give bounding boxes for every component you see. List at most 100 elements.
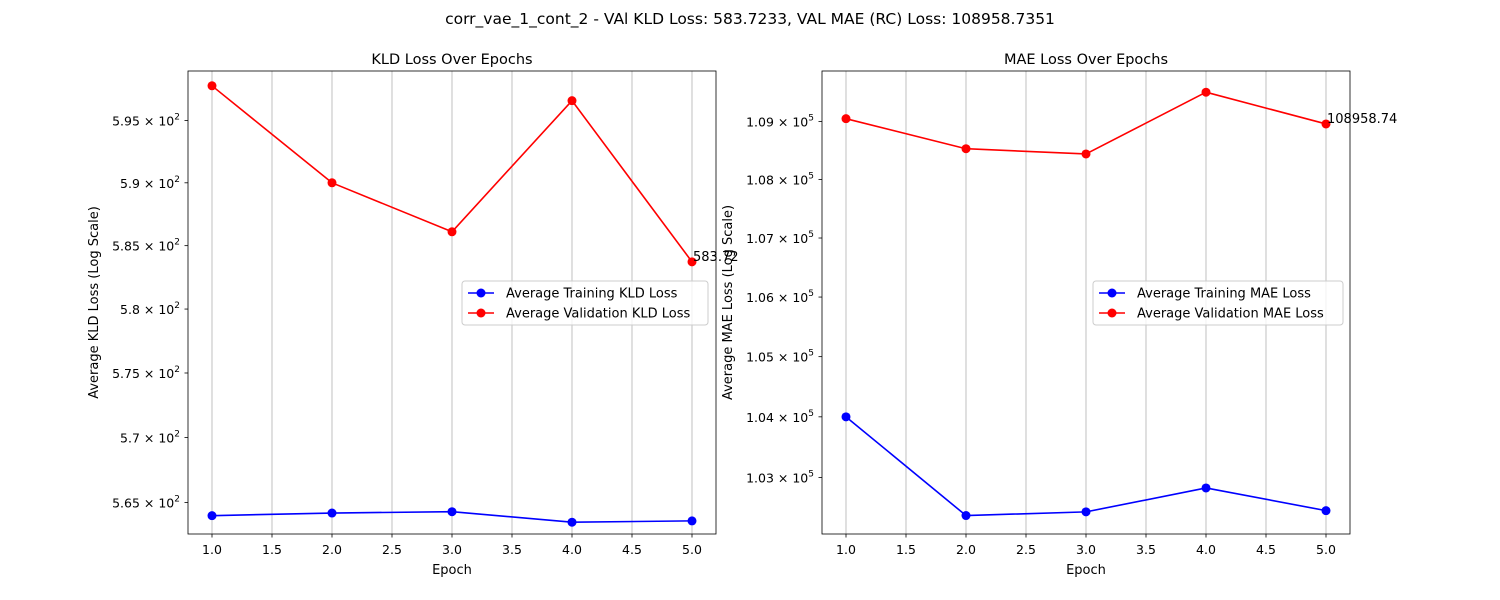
mae-y-tick-times: × 10 [774,410,808,425]
kld-legend-box [461,280,709,326]
mae-y-tick-times: × 10 [774,115,808,130]
mae-chart-title: MAE Loss Over Epochs [1004,52,1168,68]
mae-y-tick-exponent: 5 [808,172,814,182]
mae-training-point [841,412,851,422]
kld-y-tick-times: × 10 [140,239,174,254]
kld-chart-title: KLD Loss Over Epochs [371,52,532,68]
mae-y-tick-label: 1.09 × 105 [746,114,814,130]
mae-x-tick-label: 1.5 [896,542,916,557]
mae-validation-point [961,144,971,154]
kld-x-tick-label: 5.0 [682,542,702,557]
kld-validation-point [207,81,217,91]
kld-x-tick-label: 1.5 [262,542,282,557]
kld-y-tick-exponent: 2 [174,175,180,185]
mae-y-tick-exponent: 5 [808,409,814,419]
mae-legend-training-marker [1107,288,1117,298]
kld-y-axis-label: Average KLD Loss (Log Scale) [87,206,102,399]
mae-y-tick-mantissa: 1.06 [746,290,774,305]
mae-x-axis-label: Epoch [1066,563,1106,578]
kld-training-point [447,507,457,517]
mae-x-tick-label: 5.0 [1316,542,1336,557]
mae-y-tick-label: 1.04 × 105 [746,409,814,425]
mae-x-tick-label: 1.0 [836,542,856,557]
mae-legend-box [1092,280,1344,326]
mae-validation-point [1081,149,1091,159]
kld-y-tick-exponent: 2 [174,429,180,439]
mae-y-tick-times: × 10 [774,350,808,365]
kld-y-tick-times: × 10 [140,496,174,511]
mae-y-tick-times: × 10 [774,290,808,305]
mae-y-tick-label: 1.05 × 105 [746,349,814,365]
mae-y-tick-mantissa: 1.09 [746,115,774,130]
kld-y-tick-times: × 10 [140,176,174,191]
kld-x-tick-label: 4.5 [622,542,642,557]
kld-validation-point [327,178,337,188]
kld-y-tick-exponent: 2 [174,495,180,505]
kld-y-tick-mantissa: 5.95 [112,113,140,128]
mae-y-tick-label: 1.03 × 105 [746,470,814,486]
kld-y-tick-exponent: 2 [174,301,180,311]
kld-y-tick-label: 5.8 × 102 [120,301,180,317]
mae-y-tick-exponent: 5 [808,230,814,240]
mae-y-tick-mantissa: 1.08 [746,173,774,188]
mae-y-tick-mantissa: 1.05 [746,350,774,365]
kld-y-tick-label: 5.95 × 102 [112,112,180,128]
kld-y-tick-mantissa: 5.7 [120,430,140,445]
mae-y-tick-exponent: 5 [808,114,814,124]
kld-validation-point [567,96,577,106]
figure-suptitle: corr_vae_1_cont_2 - VAl KLD Loss: 583.72… [445,10,1055,29]
mae-legend: Average Training MAE Loss Average Validat… [1092,280,1344,326]
mae-x-tick-label: 4.5 [1256,542,1276,557]
mae-validation-point [1321,119,1331,129]
kld-y-tick-label: 5.9 × 102 [120,175,180,191]
mae-y-tick-mantissa: 1.03 [746,471,774,486]
kld-y-tick-label: 5.65 × 102 [112,495,180,511]
mae-y-tick-label: 1.06 × 105 [746,289,814,305]
mae-x-tick-label: 3.0 [1076,542,1096,557]
kld-y-tick-label: 5.85 × 102 [112,238,180,254]
kld-x-tick-label: 3.5 [502,542,522,557]
kld-x-tick-label: 1.0 [202,542,222,557]
kld-training-point [567,517,577,527]
kld-x-tick-label: 3.0 [442,542,462,557]
kld-y-tick-times: × 10 [140,113,174,128]
kld-y-tick-times: × 10 [140,430,174,445]
mae-y-tick-label: 1.07 × 105 [746,230,814,246]
kld-legend-validation-marker [476,308,486,318]
kld-validation-point [447,227,457,237]
mae-x-tick-label: 2.5 [1016,542,1036,557]
kld-y-tick-mantissa: 5.9 [120,176,140,191]
kld-y-tick-exponent: 2 [174,238,180,248]
mae-x-tick-label: 3.5 [1136,542,1156,557]
kld-legend: Average Training KLD Loss Average Validat… [461,280,709,326]
kld-y-tick-mantissa: 5.85 [112,239,140,254]
kld-x-tick-label: 2.0 [322,542,342,557]
mae-training-point [1201,483,1211,493]
mae-validation-point [841,114,851,124]
mae-y-tick-times: × 10 [774,231,808,246]
mae-legend-validation-marker [1107,308,1117,318]
mae-training-point [1321,506,1331,516]
kld-x-tick-label: 4.0 [562,542,582,557]
mae-value-annotation: 108958.74 [1327,112,1397,127]
mae-y-tick-exponent: 5 [808,470,814,480]
kld-y-tick-label: 5.75 × 102 [112,365,180,381]
mae-y-tick-times: × 10 [774,471,808,486]
mae-y-tick-times: × 10 [774,173,808,188]
kld-y-tick-exponent: 2 [174,112,180,122]
kld-training-point [207,511,217,521]
kld-training-point [327,508,337,518]
mae-y-tick-exponent: 5 [808,349,814,359]
mae-y-tick-exponent: 5 [808,289,814,299]
kld-y-tick-mantissa: 5.75 [112,366,140,381]
kld-y-tick-mantissa: 5.65 [112,496,140,511]
kld-value-annotation: 583.72 [693,250,739,265]
kld-legend-training-marker [476,288,486,298]
kld-y-tick-exponent: 2 [174,365,180,375]
kld-x-tick-label: 2.5 [382,542,402,557]
kld-legend-training-label: Average Training KLD Loss [506,287,678,302]
kld-training-point [687,516,697,526]
kld-x-axis-label: Epoch [432,563,472,578]
kld-loss-chart: 1.0 1.5 2.0 2.5 3.0 3.5 4.0 4.5 5.05.65 × 1025.7… [87,52,739,578]
